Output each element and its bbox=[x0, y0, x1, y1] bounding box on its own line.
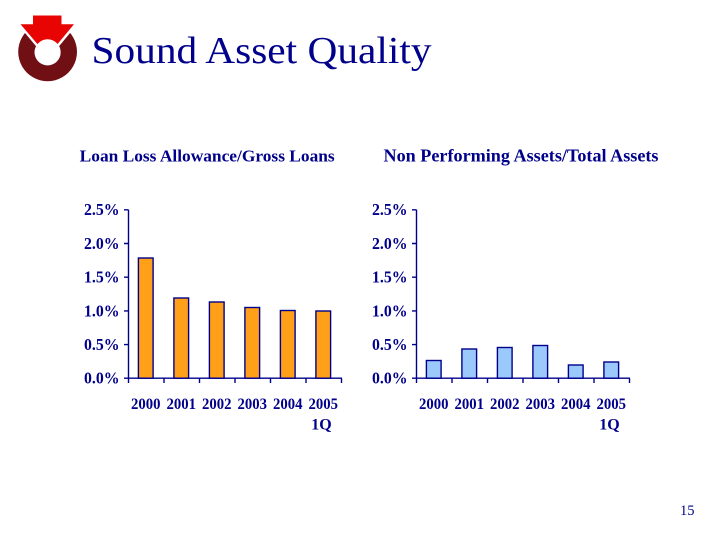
svg-text:2005: 2005 bbox=[309, 396, 339, 413]
svg-text:0.5%: 0.5% bbox=[84, 335, 120, 354]
svg-text:2.5%: 2.5% bbox=[372, 200, 408, 219]
svg-text:2000: 2000 bbox=[419, 396, 449, 413]
svg-text:2004: 2004 bbox=[273, 396, 303, 413]
svg-text:2003: 2003 bbox=[238, 396, 268, 413]
svg-text:2001: 2001 bbox=[455, 396, 485, 413]
svg-text:2000: 2000 bbox=[131, 396, 161, 413]
svg-text:2004: 2004 bbox=[561, 396, 591, 413]
svg-text:0.0%: 0.0% bbox=[372, 369, 408, 388]
svg-text:0.5%: 0.5% bbox=[372, 335, 408, 354]
svg-text:2.0%: 2.0% bbox=[84, 234, 120, 253]
svg-text:Loan Loss Allowance/Gross Loan: Loan Loss Allowance/Gross Loans bbox=[80, 147, 335, 166]
svg-text:2002: 2002 bbox=[490, 396, 520, 413]
svg-text:2001: 2001 bbox=[167, 396, 197, 413]
svg-text:1Q: 1Q bbox=[599, 417, 619, 434]
svg-text:1.0%: 1.0% bbox=[84, 301, 120, 320]
svg-text:2002: 2002 bbox=[202, 396, 232, 413]
svg-text:1.5%: 1.5% bbox=[84, 268, 120, 287]
svg-text:1.0%: 1.0% bbox=[372, 301, 408, 320]
svg-text:1.5%: 1.5% bbox=[372, 268, 408, 287]
svg-text:2.5%: 2.5% bbox=[84, 200, 120, 219]
svg-text:Sound Asset Quality: Sound Asset Quality bbox=[92, 30, 432, 72]
svg-text:2003: 2003 bbox=[526, 396, 556, 413]
svg-text:2.0%: 2.0% bbox=[372, 234, 408, 253]
svg-text:0.0%: 0.0% bbox=[84, 369, 120, 388]
svg-text:2005: 2005 bbox=[597, 396, 627, 413]
svg-text:1Q: 1Q bbox=[311, 417, 331, 434]
svg-text:Non Performing Assets/Total As: Non Performing Assets/Total Assets bbox=[384, 146, 659, 166]
svg-text:15: 15 bbox=[680, 503, 695, 519]
